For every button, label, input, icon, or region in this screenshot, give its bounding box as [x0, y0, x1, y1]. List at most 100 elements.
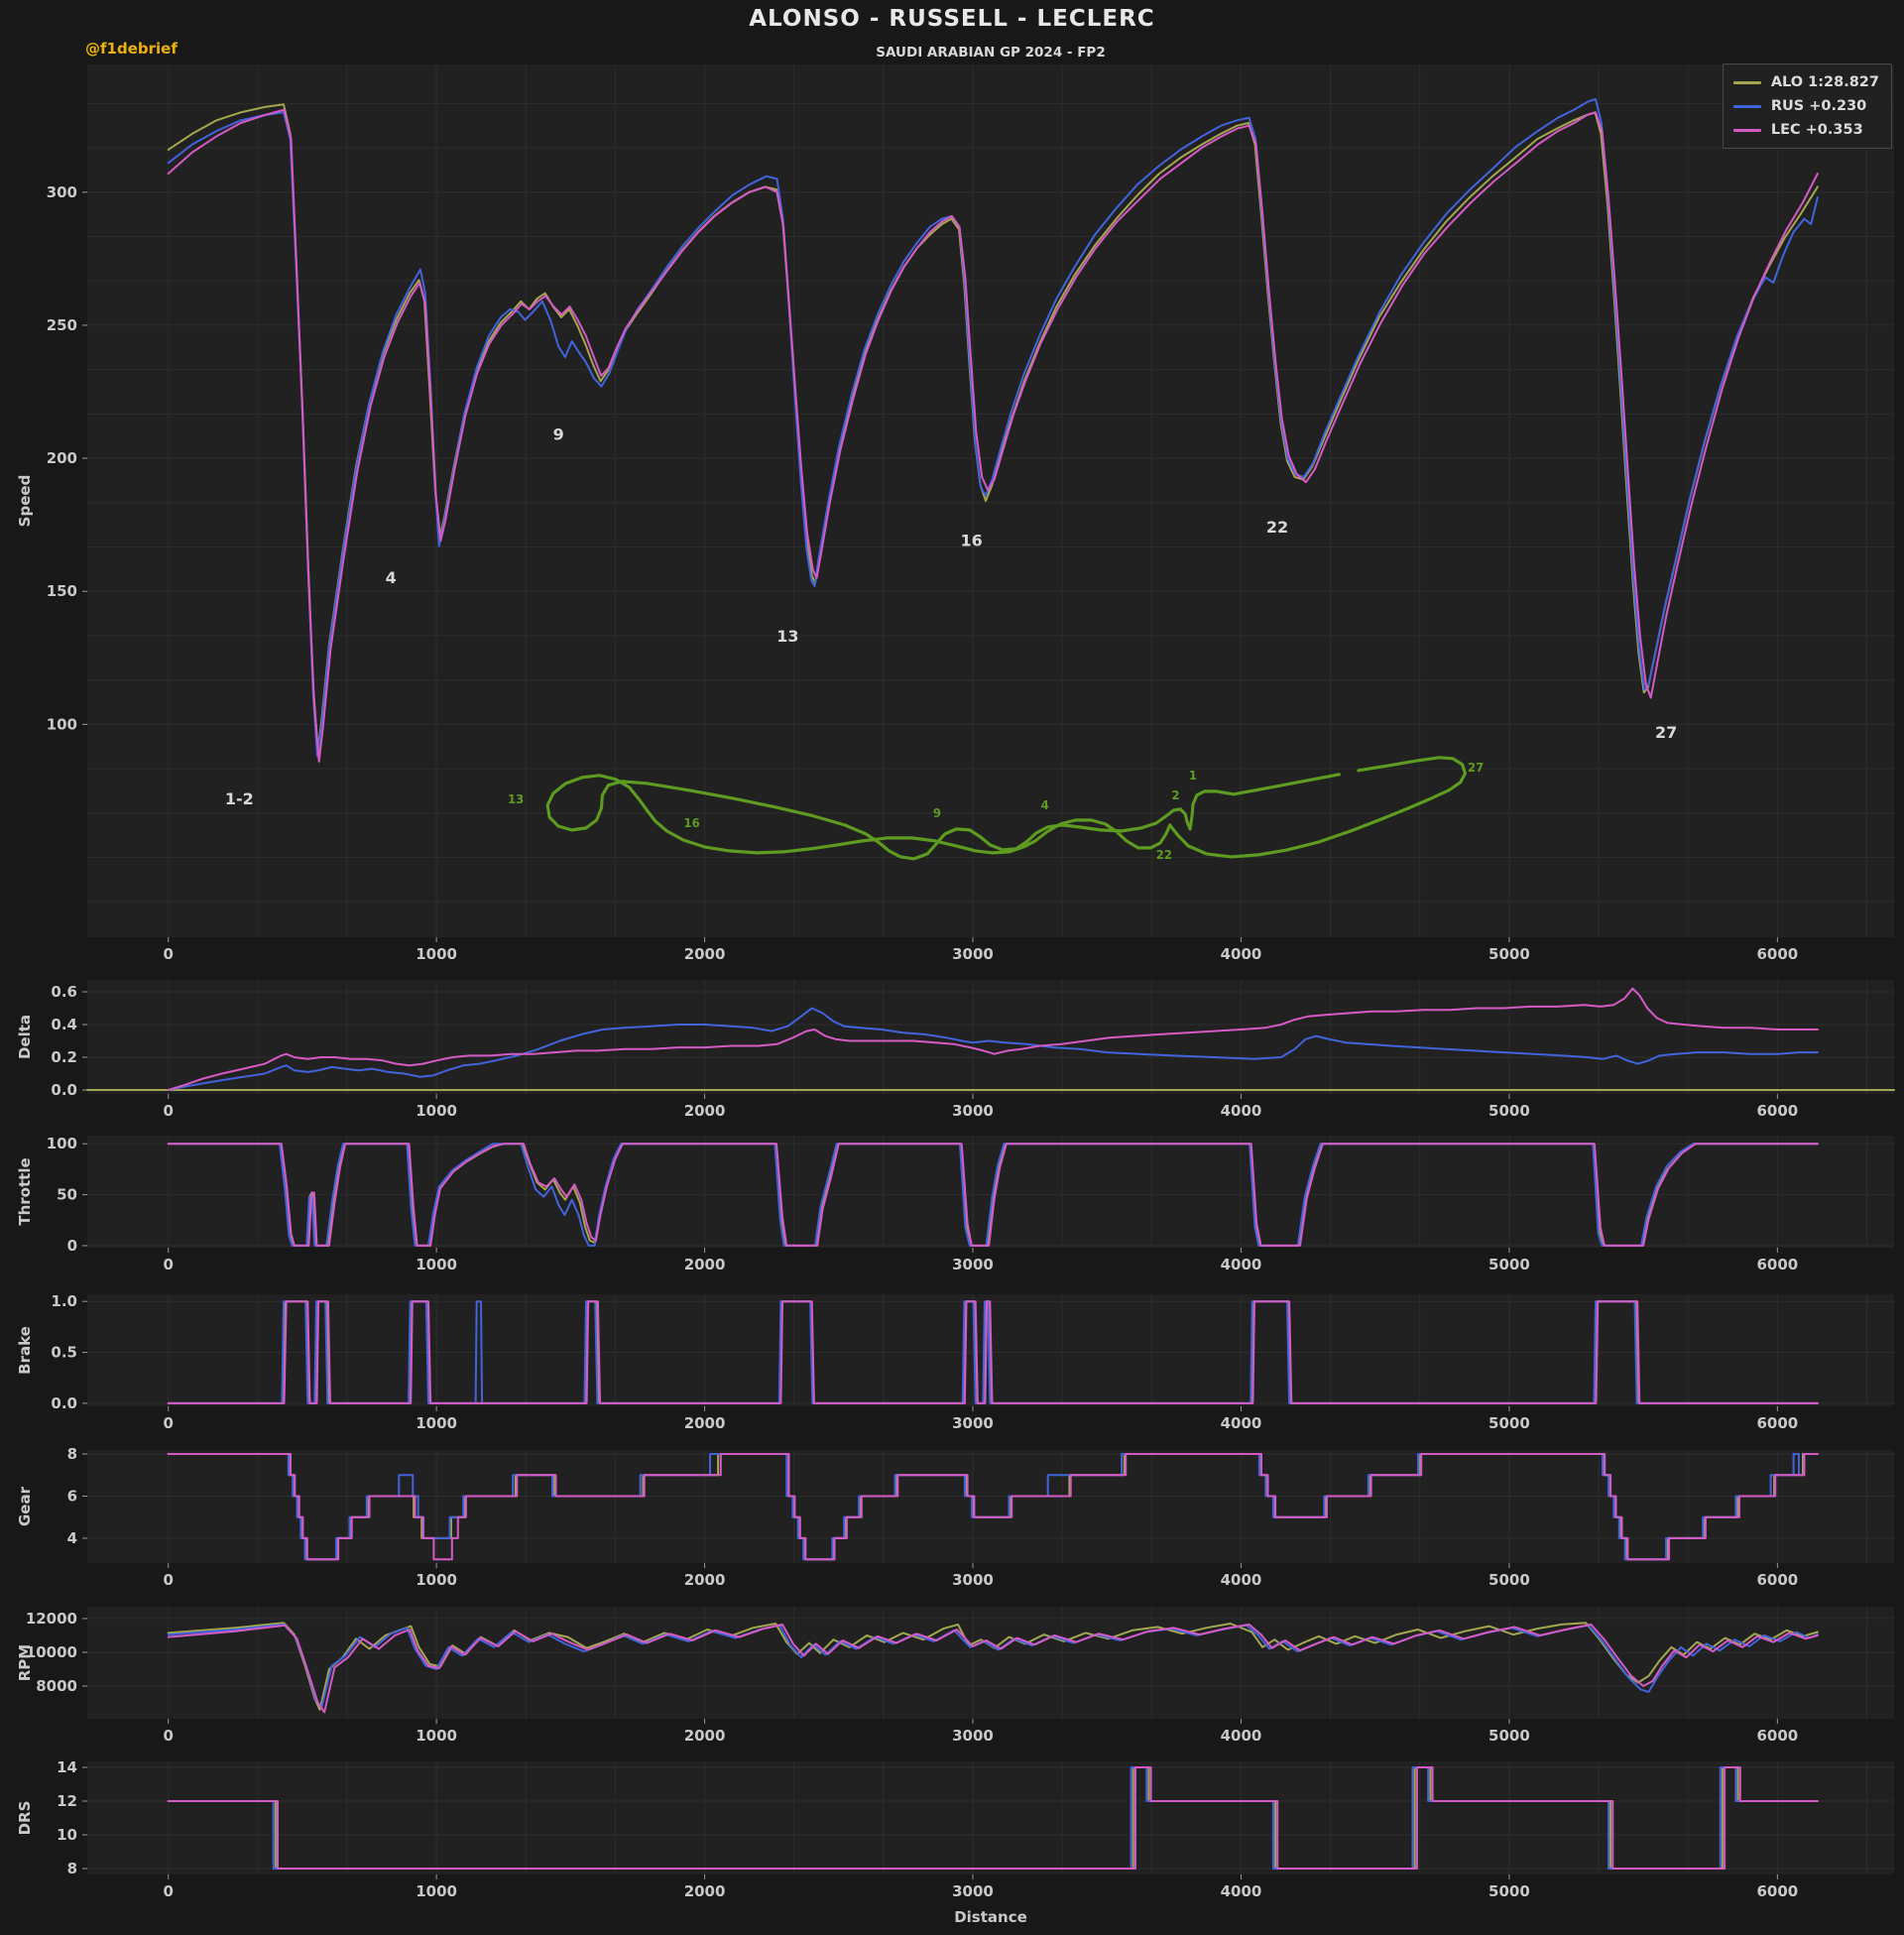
svg-text:2000: 2000 — [684, 1727, 726, 1745]
svg-text:3000: 3000 — [952, 1414, 994, 1432]
svg-text:6000: 6000 — [1756, 1571, 1798, 1589]
svg-text:4000: 4000 — [1221, 1256, 1262, 1273]
svg-text:22: 22 — [1266, 518, 1288, 537]
svg-text:0: 0 — [163, 1571, 173, 1589]
svg-text:2000: 2000 — [684, 945, 726, 963]
drs-panel: 8 10 12 14 0 1000 2000 3000 4000 5000 6000 DRS — [16, 1758, 1894, 1900]
svg-text:0: 0 — [163, 1882, 173, 1900]
svg-text:5000: 5000 — [1488, 1727, 1530, 1745]
legend-item-rus: RUS +0.230 — [1732, 94, 1879, 118]
svg-text:0.0: 0.0 — [51, 1394, 77, 1412]
svg-text:100: 100 — [47, 1135, 77, 1152]
svg-text:4000: 4000 — [1221, 1727, 1262, 1745]
svg-text:1000: 1000 — [416, 1414, 457, 1432]
svg-text:Brake: Brake — [16, 1326, 34, 1375]
svg-text:3000: 3000 — [952, 945, 994, 963]
gear-series-LEC — [167, 1453, 1819, 1561]
chart-subtitle: SAUDI ARABIAN GP 2024 - FP2 — [876, 45, 1106, 60]
legend-item-alo: ALO 1:28.827 — [1732, 70, 1879, 94]
track-corner-label-1: 1 — [1189, 769, 1197, 783]
svg-text:300: 300 — [47, 183, 77, 201]
svg-text:5000: 5000 — [1488, 1882, 1530, 1900]
gear-panel: 4 6 8 0 1000 2000 3000 4000 5000 6000 Gear — [16, 1445, 1894, 1589]
svg-text:4000: 4000 — [1221, 1102, 1262, 1120]
track-corner-label-22: 22 — [1156, 848, 1172, 862]
svg-text:0: 0 — [163, 1256, 173, 1273]
drs-series-LEC — [167, 1766, 1819, 1870]
svg-text:0: 0 — [67, 1237, 77, 1255]
svg-text:2000: 2000 — [684, 1882, 726, 1900]
svg-text:DRS: DRS — [16, 1801, 34, 1836]
svg-text:0.0: 0.0 — [51, 1081, 77, 1099]
svg-text:1000: 1000 — [416, 1727, 457, 1745]
svg-text:3000: 3000 — [952, 1571, 994, 1589]
svg-text:2000: 2000 — [684, 1414, 726, 1432]
svg-text:4: 4 — [67, 1529, 77, 1547]
svg-text:100: 100 — [47, 715, 77, 733]
svg-text:6000: 6000 — [1756, 1102, 1798, 1120]
svg-text:Throttle: Throttle — [16, 1157, 34, 1225]
svg-text:16: 16 — [961, 532, 983, 550]
brake-series-LEC — [167, 1300, 1819, 1404]
svg-text:12: 12 — [57, 1792, 77, 1810]
rpm-panel: 8000 10000 12000 0 1000 2000 3000 4000 5000 6000 R… — [16, 1607, 1894, 1745]
svg-text:6000: 6000 — [1756, 1727, 1798, 1745]
svg-text:0: 0 — [163, 1727, 173, 1745]
svg-text:6000: 6000 — [1756, 945, 1798, 963]
svg-text:4000: 4000 — [1221, 1882, 1262, 1900]
svg-text:2000: 2000 — [684, 1102, 726, 1120]
svg-text:6: 6 — [67, 1487, 77, 1505]
svg-text:1.0: 1.0 — [51, 1292, 77, 1310]
svg-text:5000: 5000 — [1488, 1256, 1530, 1273]
brake-panel: 0.0 0.5 1.0 0 1000 2000 3000 4000 5000 6000 Brake — [16, 1292, 1894, 1432]
svg-text:4000: 4000 — [1221, 945, 1262, 963]
svg-text:200: 200 — [47, 449, 77, 467]
svg-text:1000: 1000 — [416, 1571, 457, 1589]
watermark: @f1debrief — [85, 40, 178, 58]
svg-text:4000: 4000 — [1221, 1414, 1262, 1432]
svg-text:8000: 8000 — [36, 1677, 77, 1695]
svg-text:10000: 10000 — [26, 1643, 77, 1661]
svg-text:1000: 1000 — [416, 1256, 457, 1273]
svg-text:2000: 2000 — [684, 1256, 726, 1273]
svg-text:14: 14 — [57, 1758, 77, 1776]
delta-series-RUS — [167, 1007, 1819, 1091]
svg-text:150: 150 — [47, 582, 77, 600]
svg-text:4000: 4000 — [1221, 1571, 1262, 1589]
svg-text:0: 0 — [163, 1414, 173, 1432]
alo-line-swatch — [1732, 80, 1761, 84]
svg-text:5000: 5000 — [1488, 1571, 1530, 1589]
svg-text:Speed: Speed — [16, 475, 34, 528]
svg-text:3000: 3000 — [952, 1727, 994, 1745]
svg-text:Delta: Delta — [16, 1015, 34, 1059]
svg-text:13: 13 — [776, 627, 798, 646]
rpm-series-LEC — [167, 1623, 1819, 1714]
lec-line-swatch — [1732, 128, 1761, 132]
track-corner-label-27: 27 — [1468, 761, 1484, 775]
svg-text:5000: 5000 — [1488, 1102, 1530, 1120]
svg-text:6000: 6000 — [1756, 1414, 1798, 1432]
svg-text:0: 0 — [163, 1102, 173, 1120]
svg-text:3000: 3000 — [952, 1256, 994, 1273]
svg-text:1000: 1000 — [416, 1882, 457, 1900]
delta-panel: 0.0 0.2 0.4 0.6 0 1000 2000 3000 4000 5000 6000 Del… — [16, 980, 1895, 1120]
svg-text:1000: 1000 — [416, 1102, 457, 1120]
svg-text:0.6: 0.6 — [51, 983, 77, 1001]
track-corner-label-4: 4 — [1041, 798, 1049, 812]
svg-text:3000: 3000 — [952, 1882, 994, 1900]
svg-text:6000: 6000 — [1756, 1256, 1798, 1273]
track-corner-label-2: 2 — [1171, 788, 1179, 802]
svg-text:27: 27 — [1655, 723, 1677, 742]
svg-text:250: 250 — [47, 316, 77, 334]
legend-label-lec: LEC +0.353 — [1770, 122, 1863, 138]
svg-text:50: 50 — [57, 1186, 77, 1204]
track-corner-label-9: 9 — [933, 806, 941, 820]
svg-text:8: 8 — [67, 1860, 77, 1877]
svg-text:0.2: 0.2 — [51, 1048, 77, 1066]
svg-text:Gear: Gear — [16, 1486, 34, 1526]
